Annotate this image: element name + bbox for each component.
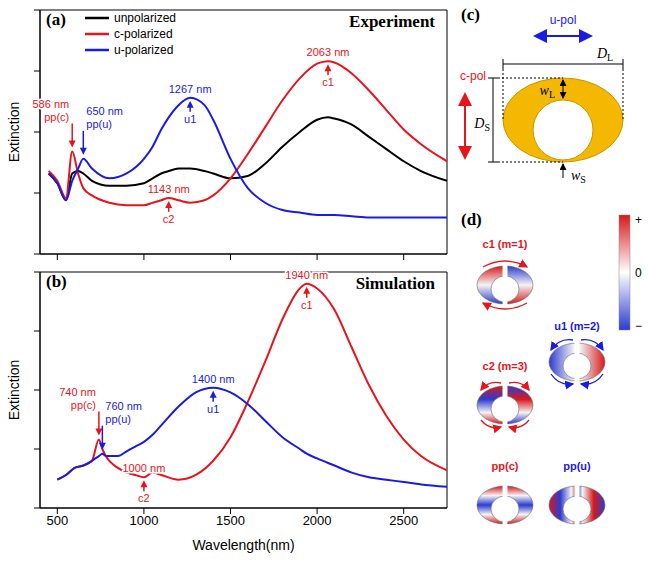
svg-text:586 nm: 586 nm [33,98,70,110]
svg-text:DL: DL [596,46,613,63]
svg-text:2063 nm: 2063 nm [307,46,350,58]
html-text:Experiment: Experiment [349,12,435,31]
svg-text:−: − [635,319,642,333]
svg-text:DS: DS [473,116,490,133]
svg-text:760 nm: 760 nm [105,400,142,412]
svg-text:1000 nm: 1000 nm [123,462,166,474]
html-text:unpolarized: unpolarized [114,11,176,25]
svg-text:c1: c1 [301,299,313,311]
svg-text:c1 (m=1): c1 (m=1) [483,238,528,250]
svg-text:c2: c2 [138,492,150,504]
html-text:u-polarized: u-polarized [114,43,174,57]
svg-text:Wavelength(nm): Wavelength(nm) [192,537,294,553]
svg-text:c1: c1 [322,76,334,88]
svg-text:wS: wS [571,168,586,185]
svg-text:pp(u): pp(u) [86,118,112,130]
svg-text:pp(c): pp(c) [44,111,69,123]
svg-text:+: + [635,213,642,227]
svg-text:c2: c2 [163,213,175,225]
svg-text:650 nm: 650 nm [86,105,123,117]
svg-text:1400 nm: 1400 nm [192,373,235,385]
html-text:(b): (b) [46,272,67,291]
svg-text:pp(c): pp(c) [71,399,96,411]
svg-text:740 nm: 740 nm [59,386,96,398]
svg-text:(c): (c) [461,5,480,24]
svg-text:1000: 1000 [129,513,158,528]
svg-text:0: 0 [635,266,642,280]
svg-text:(d): (d) [461,210,482,229]
svg-text:u1 (m=2): u1 (m=2) [554,320,600,332]
svg-text:2000: 2000 [303,513,332,528]
svg-text:pp(c): pp(c) [492,460,519,472]
svg-text:Extinction: Extinction [6,102,22,163]
svg-text:1500: 1500 [216,513,245,528]
svg-text:u1: u1 [207,403,219,415]
svg-text:Extinction: Extinction [6,360,22,421]
svg-text:pp(u): pp(u) [105,413,131,425]
svg-text:u-pol: u-pol [550,13,577,27]
svg-text:2500: 2500 [389,513,418,528]
svg-text:c-pol: c-pol [460,69,486,83]
svg-text:1940 nm: 1940 nm [285,269,328,281]
svg-text:pp(u): pp(u) [563,460,591,472]
svg-text:c2 (m=3): c2 (m=3) [483,360,528,372]
svg-text:u1: u1 [184,113,196,125]
svg-text:1143 nm: 1143 nm [148,183,190,195]
svg-text:wL: wL [540,83,555,100]
html-text:Simulation: Simulation [355,274,435,293]
html-text:(a): (a) [46,10,66,29]
svg-text:1267 nm: 1267 nm [169,83,212,95]
html-text:c-polarized: c-polarized [114,27,173,41]
svg-text:500: 500 [46,513,68,528]
